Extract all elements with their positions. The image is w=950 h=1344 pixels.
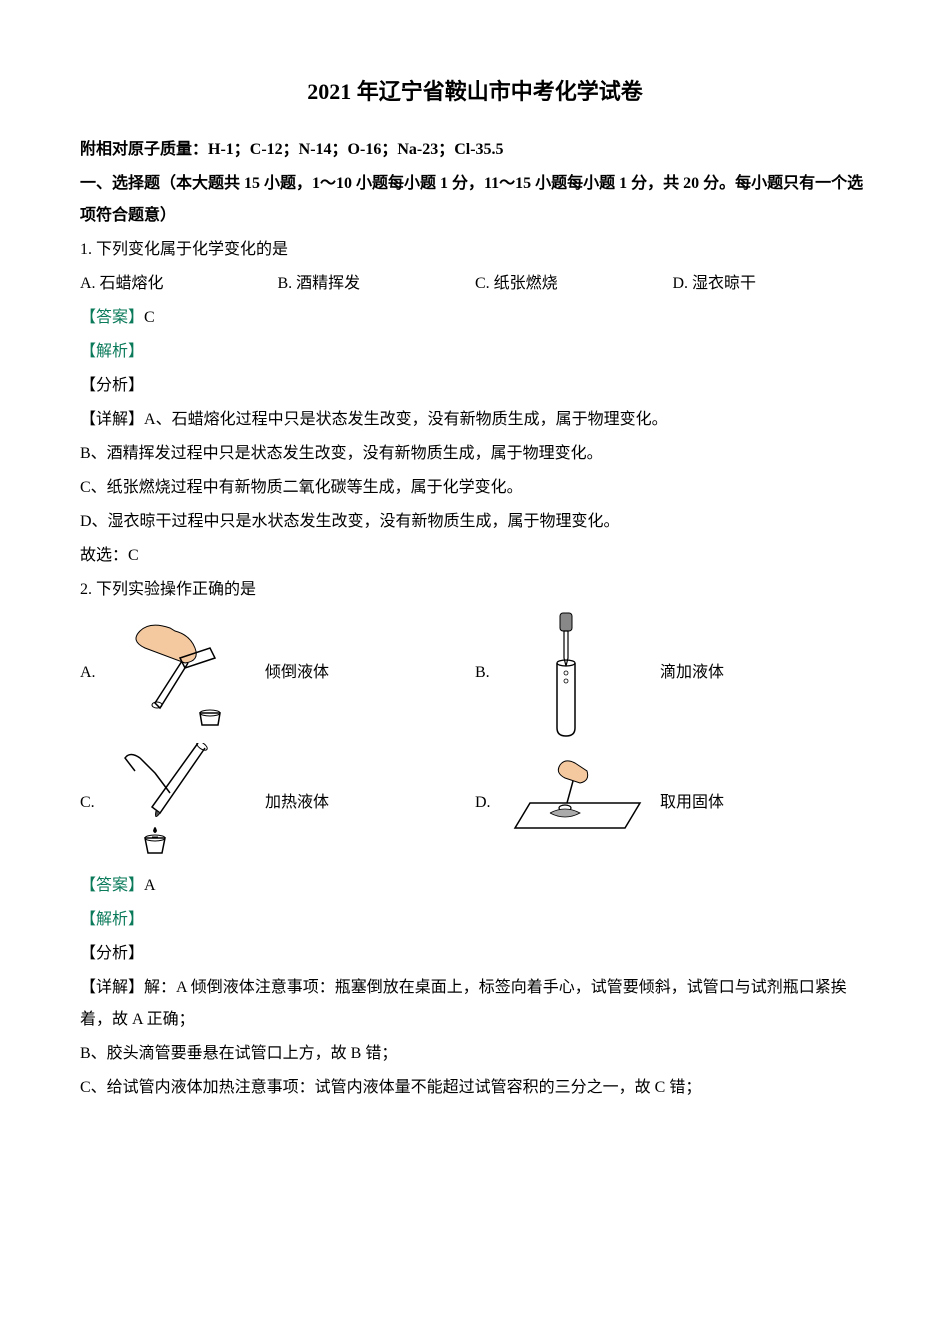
q2-c-caption: 加热液体 bbox=[265, 787, 329, 819]
q2-b-caption: 滴加液体 bbox=[660, 657, 724, 689]
section-1-header: 一、选择题（本大题共 15 小题，1～10 小题每小题 1 分，11～15 小题… bbox=[80, 168, 870, 232]
detail-label: 【详解】 bbox=[80, 411, 144, 428]
q1-option-b: B. 酒精挥发 bbox=[278, 268, 476, 300]
q2-option-b: B. 滴加液体 bbox=[475, 618, 870, 728]
q2-a-caption: 倾倒液体 bbox=[265, 657, 329, 689]
q1-detail-b: B、酒精挥发过程中只是状态发生改变，没有新物质生成，属于物理变化。 bbox=[80, 438, 870, 470]
q2-d-caption: 取用固体 bbox=[660, 787, 724, 819]
q2-a-letter: A. bbox=[80, 657, 100, 689]
q2-answer-value: A bbox=[144, 877, 156, 894]
atomic-mass-note: 附相对原子质量：H-1；C-12；N-14；O-16；Na-23；Cl-35.5 bbox=[80, 134, 870, 166]
q1-detail-a-text: A、石蜡熔化过程中只是状态发生改变，没有新物质生成，属于物理变化。 bbox=[144, 411, 668, 428]
q2-options: A. 倾倒液体 B. 滴加液体 bbox=[80, 608, 870, 868]
q1-options: A. 石蜡熔化 B. 酒精挥发 C. 纸张燃烧 D. 湿衣晾干 bbox=[80, 268, 870, 300]
q2-detail-intro-text: 解：A 倾倒液体注意事项：瓶塞倒放在桌面上，标签向着手心，试管要倾斜，试管口与试… bbox=[80, 979, 847, 1028]
answer-label: 【答案】 bbox=[80, 309, 144, 326]
q2-fenxi-label: 【分析】 bbox=[80, 938, 870, 970]
q2-stem: 2. 下列实验操作正确的是 bbox=[80, 574, 870, 606]
heat-liquid-icon bbox=[100, 748, 250, 858]
q1-conclusion: 故选：C bbox=[80, 540, 870, 572]
answer-label: 【答案】 bbox=[80, 877, 144, 894]
q1-analysis-label: 【解析】 bbox=[80, 336, 870, 368]
q1-answer: 【答案】C bbox=[80, 302, 870, 334]
pour-liquid-icon bbox=[100, 618, 250, 728]
q2-b-letter: B. bbox=[475, 657, 495, 689]
q2-analysis-label: 【解析】 bbox=[80, 904, 870, 936]
q2-answer: 【答案】A bbox=[80, 870, 870, 902]
q1-option-c: C. 纸张燃烧 bbox=[475, 268, 673, 300]
q2-detail-a: 【详解】解：A 倾倒液体注意事项：瓶塞倒放在桌面上，标签向着手心，试管要倾斜，试… bbox=[80, 972, 870, 1036]
q1-detail-d: D、湿衣晾干过程中只是水状态发生改变，没有新物质生成，属于物理变化。 bbox=[80, 506, 870, 538]
exam-title: 2021 年辽宁省鞍山市中考化学试卷 bbox=[80, 70, 870, 114]
q2-detail-b: B、胶头滴管要垂悬在试管口上方，故 B 错； bbox=[80, 1038, 870, 1070]
detail-label: 【详解】 bbox=[80, 979, 144, 996]
q2-option-a: A. 倾倒液体 bbox=[80, 618, 475, 728]
q2-c-letter: C. bbox=[80, 787, 100, 819]
q1-stem: 1. 下列变化属于化学变化的是 bbox=[80, 234, 870, 266]
q2-option-d: D. 取用固体 bbox=[475, 748, 870, 858]
drop-liquid-icon bbox=[495, 618, 645, 728]
q1-fenxi-label: 【分析】 bbox=[80, 370, 870, 402]
q1-option-d: D. 湿衣晾干 bbox=[673, 268, 871, 300]
q1-detail-a: 【详解】A、石蜡熔化过程中只是状态发生改变，没有新物质生成，属于物理变化。 bbox=[80, 404, 870, 436]
q1-option-a: A. 石蜡熔化 bbox=[80, 268, 278, 300]
q1-detail-c: C、纸张燃烧过程中有新物质二氧化碳等生成，属于化学变化。 bbox=[80, 472, 870, 504]
q2-detail-c: C、给试管内液体加热注意事项：试管内液体量不能超过试管容积的三分之一，故 C 错… bbox=[80, 1072, 870, 1104]
q2-d-letter: D. bbox=[475, 787, 495, 819]
take-solid-icon bbox=[495, 748, 645, 858]
q2-option-c: C. 加热液体 bbox=[80, 748, 475, 858]
q1-answer-value: C bbox=[144, 309, 155, 326]
